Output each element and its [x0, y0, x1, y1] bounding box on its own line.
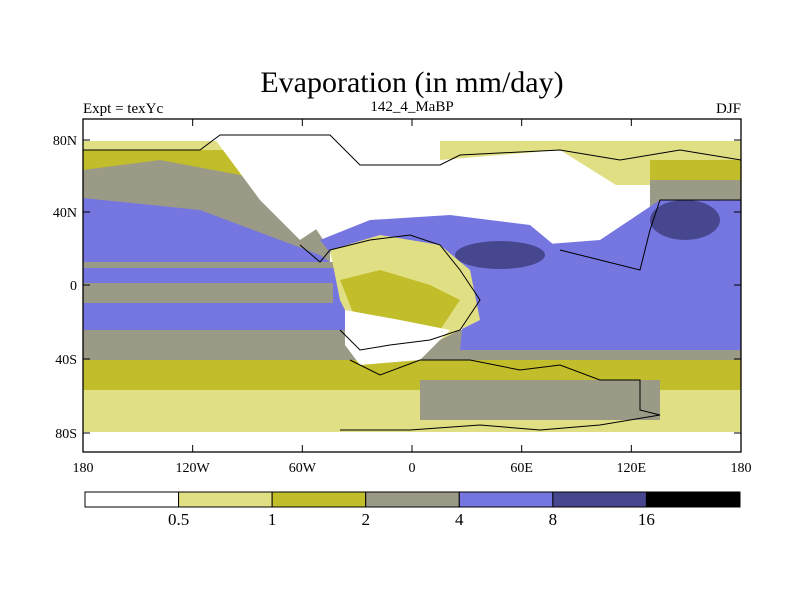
colorbar-label: 16	[638, 510, 655, 529]
lat-tick-label: 40S	[55, 353, 77, 368]
lat-tick-label: 80N	[53, 134, 77, 149]
equatorial-grey-strip	[83, 283, 333, 303]
latitude-axis: 80N 40N 0 40S 80S	[53, 134, 741, 442]
colorbar-label: 1	[268, 510, 277, 529]
colorbar-swatch	[365, 491, 460, 508]
colorbar-swatch	[271, 491, 367, 508]
northwest-pacific-max-evaporation	[650, 200, 720, 240]
map-title: Evaporation (in mm/day)	[260, 66, 563, 99]
lat-tick-label: 0	[70, 279, 77, 294]
colorbar-label: 8	[549, 510, 558, 529]
lon-tick-label: 180	[73, 461, 94, 476]
antarctic-land	[83, 432, 741, 452]
colorbar-swatch	[84, 491, 180, 508]
colorbar-label: 2	[361, 510, 370, 529]
pangea-coastline	[299, 234, 481, 351]
tethys-max-evaporation	[455, 241, 545, 269]
map-field	[83, 119, 741, 452]
season-label: DJF	[716, 101, 741, 117]
longitude-axis: 180 120W 60W 0 60E 120E 180	[73, 119, 752, 476]
colorbar-swatch	[552, 491, 647, 508]
colorbar-legend: 0.5 1 2 4 8 16	[84, 491, 741, 529]
south-grey-patch	[420, 380, 660, 420]
lon-tick-label: 180	[731, 461, 752, 476]
lat-tick-label: 80S	[55, 427, 77, 442]
laurasia-land	[200, 119, 640, 240]
lon-tick-label: 120W	[176, 461, 211, 476]
eastern-coastline	[559, 199, 741, 271]
north-pacific-band-4-8	[83, 198, 330, 262]
experiment-label: Expt = texYc	[83, 101, 163, 117]
colorbar-swatch	[458, 491, 554, 508]
northern-coastline	[83, 134, 741, 166]
lon-tick-label: 0	[409, 461, 416, 476]
colorbar-label: 4	[455, 510, 464, 529]
lon-tick-label: 60E	[510, 461, 533, 476]
colorbar-swatch	[178, 491, 273, 508]
lat-tick-label: 40N	[53, 206, 77, 221]
colorbar-swatch	[645, 491, 741, 508]
colorbar-label: 0.5	[168, 510, 189, 529]
period-label: 142_4_MaBP	[370, 99, 453, 115]
lon-tick-label: 60W	[289, 461, 317, 476]
pangea-southern-dry-land	[345, 310, 450, 365]
southern-coastline	[340, 359, 661, 431]
lon-tick-label: 120E	[617, 461, 647, 476]
